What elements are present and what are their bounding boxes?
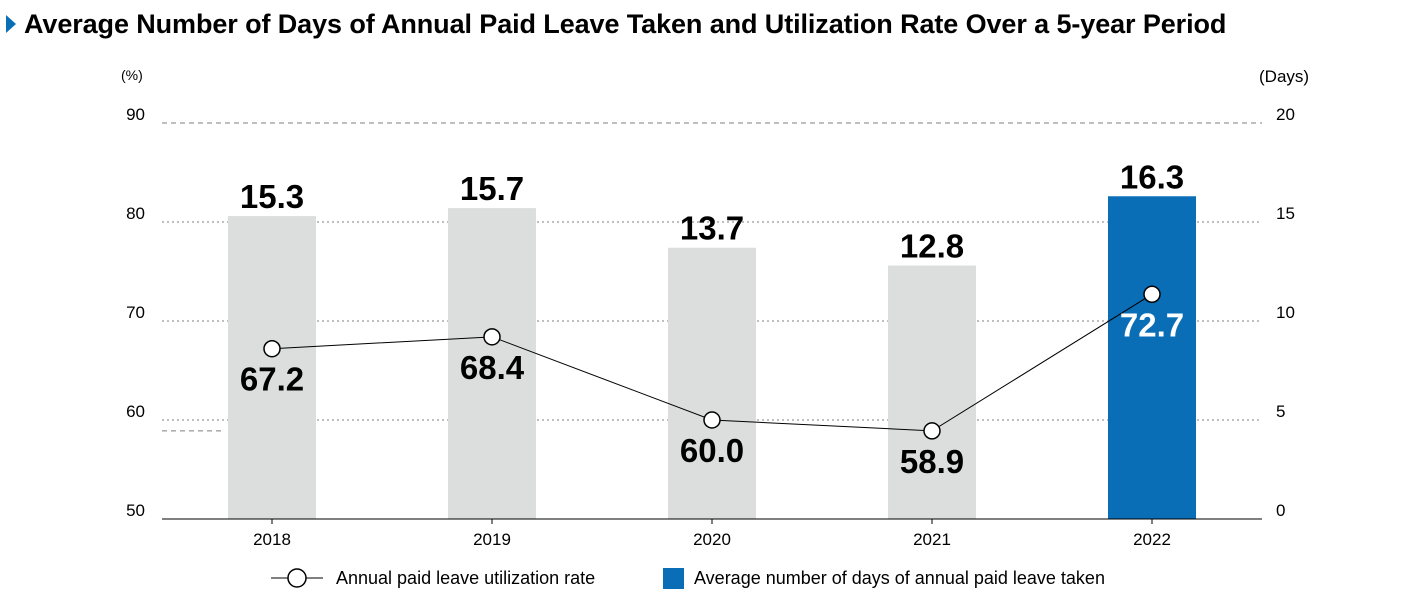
axes: 2018 2019 2020 2021 2022 50 60 70 80 90 (%) 0 5 10 15 2… (121, 67, 1309, 549)
line-point-2022 (1143, 285, 1161, 304)
bar-label-2019: 15.7 (460, 170, 524, 207)
line-series (263, 285, 1161, 440)
bar-2022 (1108, 196, 1196, 519)
line-point-2021 (923, 422, 941, 440)
x-tick-label-2021: 2021 (913, 530, 951, 549)
right-tick-label-0: 0 (1276, 501, 1285, 520)
chart-title: Average Number of Days of Annual Paid Le… (24, 8, 1227, 39)
title-triangle-icon (6, 15, 16, 33)
bar-label-2021: 12.8 (900, 228, 964, 265)
right-tick-label-15: 15 (1276, 204, 1295, 223)
line-label-2018: 67.2 (240, 361, 304, 398)
right-tick-label-10: 10 (1276, 303, 1295, 322)
bar-2021 (888, 265, 976, 519)
line-label-2022: 72.7 (1120, 306, 1184, 343)
x-tick-label-2020: 2020 (693, 530, 731, 549)
left-axis-unit: (%) (121, 67, 143, 83)
data-labels: 15.3 15.7 13.7 12.8 16.3 67.2 68.4 60.0 58.9 72.7 (240, 158, 1184, 480)
line-label-2019: 68.4 (460, 349, 525, 386)
left-tick-label-80: 80 (126, 204, 145, 223)
bar-series (228, 196, 1196, 520)
bar-label-2022: 16.3 (1120, 158, 1184, 195)
left-tick-label-60: 60 (126, 402, 145, 421)
x-tick-label-2022: 2022 (1133, 530, 1171, 549)
legend-label-bar: Average number of days of annual paid le… (694, 568, 1105, 588)
legend-label-line: Annual paid leave utilization rate (336, 568, 595, 588)
legend-bar-swatch (663, 568, 684, 589)
left-tick-label-70: 70 (126, 303, 145, 322)
left-tick-label-90: 90 (126, 105, 145, 124)
bar-2019 (448, 208, 536, 519)
title-row: Average Number of Days of Annual Paid Le… (6, 6, 1226, 42)
line-point-2019 (483, 328, 501, 346)
line-label-2021: 58.9 (900, 443, 964, 480)
bar-2018 (228, 216, 316, 519)
bar-label-2020: 13.7 (680, 210, 744, 247)
right-tick-label-20: 20 (1276, 105, 1295, 124)
line-point-2018 (263, 339, 281, 358)
right-axis-unit: (Days) (1259, 67, 1309, 86)
line-label-2020: 60.0 (680, 432, 744, 469)
left-tick-label-50: 50 (126, 501, 145, 520)
x-tick-label-2019: 2019 (473, 530, 511, 549)
bar-2020 (668, 247, 756, 520)
legend: Annual paid leave utilization rate Averag… (271, 568, 1105, 589)
bar-label-2018: 15.3 (240, 178, 304, 215)
line-point-2020 (703, 411, 721, 429)
x-tick-label-2018: 2018 (253, 530, 291, 549)
legend-marker-icon (287, 568, 307, 588)
right-tick-label-5: 5 (1276, 402, 1285, 421)
